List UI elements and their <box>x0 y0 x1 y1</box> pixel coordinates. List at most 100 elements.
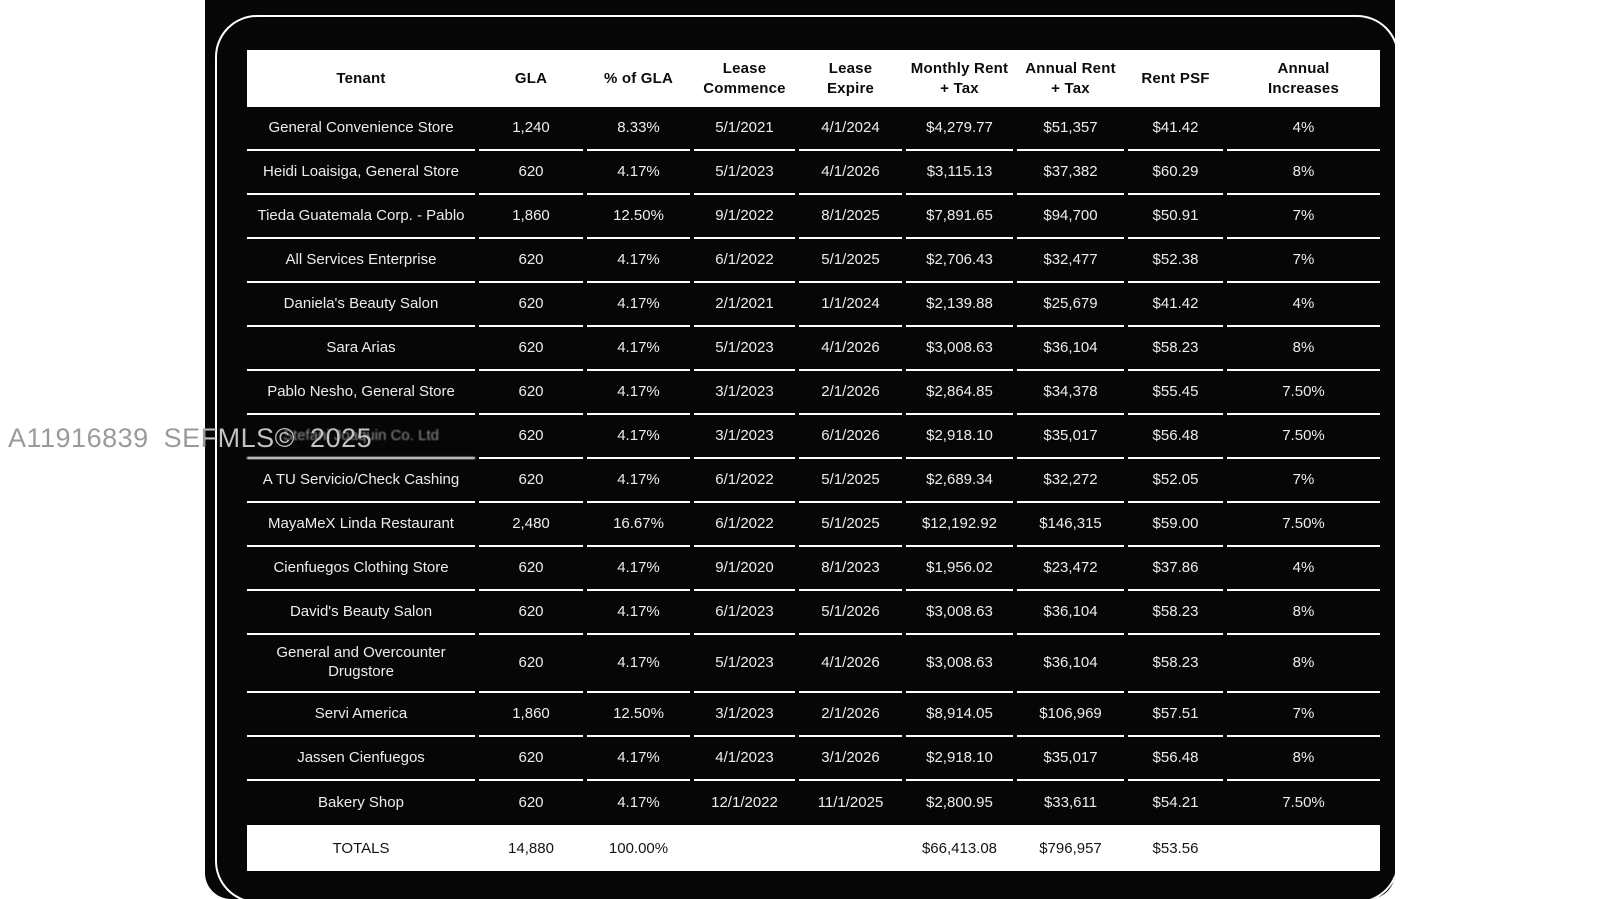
cell-gla: 620 <box>479 371 583 415</box>
table-header-row: Tenant GLA % of GLA Lease Commence Lease Exp… <box>247 50 1380 107</box>
column-header-pct-of-gla: % of GLA <box>603 69 674 87</box>
cell-pct-of-gla: 4.17% <box>587 327 690 371</box>
cell-lease-commence: 9/1/2022 <box>694 195 795 239</box>
table-row: Stefani Joaquin Co. Ltd6204.17%3/1/20236… <box>247 415 1380 459</box>
cell-lease-expire: 2/1/2026 <box>799 693 902 737</box>
cell-tenant: General Convenience Store <box>247 107 475 151</box>
cell-rent-psf: $52.05 <box>1128 459 1223 503</box>
cell-annual-increase: 8% <box>1227 151 1380 195</box>
cell-lease-expire: 6/1/2026 <box>799 415 902 459</box>
cell-gla: 620 <box>479 591 583 635</box>
cell-annual-rent: $37,382 <box>1017 151 1124 195</box>
cell-pct-of-gla: 4.17% <box>587 151 690 195</box>
cell-annual-increase: 4% <box>1227 547 1380 591</box>
cell-annual-rent: $32,272 <box>1017 459 1124 503</box>
cell-lease-commence: 12/1/2022 <box>711 793 778 811</box>
cell-pct-of-gla: 4.17% <box>587 283 690 327</box>
cell-annual-increase: 7.50% <box>1227 371 1380 415</box>
table-row: General Convenience Store 1,240 8.33% 5/1/2… <box>247 107 1380 151</box>
cell-annual-rent: $35,017 <box>1017 415 1124 459</box>
cell-lease-expire: 4/1/2024 <box>799 107 902 151</box>
cell-annual-increase: 7.50% <box>1227 415 1380 459</box>
cell-monthly-rent: $3,008.63 <box>906 327 1013 371</box>
cell-monthly-rent: $2,706.43 <box>906 239 1013 283</box>
cell-annual-rent: $106,969 <box>1017 693 1124 737</box>
table-row: Cienfuegos Clothing Store 620 4.17% 9/1/202… <box>247 547 1380 591</box>
cell-lease-expire: 11/1/2025 <box>817 793 884 811</box>
cell-annual-increase: 7% <box>1227 239 1380 283</box>
column-header-annual-rent: Annual Rent + Tax <box>1025 60 1116 97</box>
cell-rent-psf: $58.23 <box>1128 635 1223 693</box>
table-row: Sara Arias 620 4.17% 5/1/2023 4/1/2026 $3,008… <box>247 327 1380 371</box>
cell-pct-of-gla: 4.17% <box>617 793 660 811</box>
cell-monthly-rent: $12,192.92 <box>906 503 1013 547</box>
cell-monthly-rent: $3,008.63 <box>906 635 1013 693</box>
cell-pct-of-gla: 16.67% <box>587 503 690 547</box>
column-header-rent-psf: Rent PSF <box>1141 69 1210 87</box>
cell-tenant: Tieda Guatemala Corp. - Pablo <box>247 195 475 239</box>
table-row: MayaMeX Linda Restaurant 2,480 16.67% 6/1/2… <box>247 503 1380 547</box>
cell-rent-psf: $58.23 <box>1128 591 1223 635</box>
table-row: All Services Enterprise 620 4.17% 6/1/2022 5… <box>247 239 1380 283</box>
cell-monthly-rent: $7,891.65 <box>906 195 1013 239</box>
cell-lease-expire: 4/1/2026 <box>799 635 902 693</box>
cell-rent-psf: $50.91 <box>1128 195 1223 239</box>
cell-monthly-rent: $2,689.34 <box>906 459 1013 503</box>
table-row: Jassen Cienfuegos 620 4.17% 4/1/2023 3/1/202… <box>247 737 1380 781</box>
cell-lease-commence: 3/1/2023 <box>694 415 795 459</box>
cell-pct-of-gla: 12.50% <box>587 693 690 737</box>
cell-lease-commence: 4/1/2023 <box>694 737 795 781</box>
table-row: David's Beauty Salon 620 4.17% 6/1/2023 5/1/… <box>247 591 1380 635</box>
cell-annual-increase: 8% <box>1227 591 1380 635</box>
cell-pct-of-gla: 12.50% <box>587 195 690 239</box>
cell-monthly-rent: $1,956.02 <box>906 547 1013 591</box>
totals-row: TOTALS 14,880 100.00% $66,413.08 $796,957 $53… <box>247 825 1380 871</box>
table-row: Tieda Guatemala Corp. - Pablo 1,860 12.50%… <box>247 195 1380 239</box>
cell-annual-rent: $146,315 <box>1017 503 1124 547</box>
cell-pct-of-gla: 4.17% <box>587 459 690 503</box>
mls-watermark: A11916839 SEFMLS© 2025 <box>8 423 373 453</box>
cell-annual-rent: $25,679 <box>1017 283 1124 327</box>
cell-lease-expire: 8/1/2023 <box>799 547 902 591</box>
cell-tenant: Heidi Loaisiga, General Store <box>247 151 475 195</box>
cell-lease-expire: 5/1/2025 <box>799 459 902 503</box>
cell-rent-psf: $52.38 <box>1128 239 1223 283</box>
cell-lease-expire: 5/1/2026 <box>799 591 902 635</box>
cell-annual-rent: $36,104 <box>1017 591 1124 635</box>
cell-annual-increase: 4% <box>1227 107 1380 151</box>
cell-rent-psf: $56.48 <box>1128 737 1223 781</box>
cell-lease-expire: 4/1/2026 <box>799 327 902 371</box>
cell-lease-commence: 6/1/2022 <box>694 459 795 503</box>
column-header-monthly-rent: Monthly Rent + Tax <box>910 60 1009 97</box>
cell-monthly-rent: $3,115.13 <box>906 151 1013 195</box>
cell-lease-commence: 6/1/2023 <box>694 591 795 635</box>
rent-roll-table: Tenant GLA % of GLA Lease Commence Lease Exp… <box>247 50 1380 871</box>
cell-gla: 1,240 <box>479 107 583 151</box>
cell-gla: 620 <box>479 415 583 459</box>
cell-annual-rent: $23,472 <box>1017 547 1124 591</box>
cell-lease-commence: 5/1/2023 <box>694 327 795 371</box>
table-row: Servi America 1,860 12.50% 3/1/2023 2/1/2026… <box>247 693 1380 737</box>
cell-monthly-rent: $8,914.05 <box>906 693 1013 737</box>
cell-tenant: Sara Arias <box>247 327 475 371</box>
cell-annual-increase: 7% <box>1227 195 1380 239</box>
rent-roll-panel: Tenant GLA % of GLA Lease Commence Lease Exp… <box>205 0 1395 899</box>
cell-pct-of-gla: 4.17% <box>587 371 690 415</box>
cell-annual-increase: 8% <box>1227 327 1380 371</box>
cell-gla: 620 <box>518 793 544 811</box>
cell-gla: 620 <box>479 239 583 283</box>
cell-pct-of-gla: 4.17% <box>587 239 690 283</box>
cell-tenant: Jassen Cienfuegos <box>247 737 475 781</box>
totals-cell-pct-of-gla: 100.00% <box>608 839 669 857</box>
cell-gla: 2,480 <box>479 503 583 547</box>
cell-gla: 620 <box>479 737 583 781</box>
cell-annual-rent: $51,357 <box>1017 107 1124 151</box>
cell-tenant: MayaMeX Linda Restaurant <box>247 503 475 547</box>
cell-tenant: Bakery Shop <box>318 793 404 811</box>
cell-annual-rent: $35,017 <box>1017 737 1124 781</box>
cell-annual-increase: 7.50% <box>1282 793 1325 811</box>
cell-lease-commence: 5/1/2023 <box>694 635 795 693</box>
cell-gla: 1,860 <box>479 693 583 737</box>
cell-lease-expire: 8/1/2025 <box>799 195 902 239</box>
table-row: Pablo Nesho, General Store 620 4.17% 3/1/20… <box>247 371 1380 415</box>
